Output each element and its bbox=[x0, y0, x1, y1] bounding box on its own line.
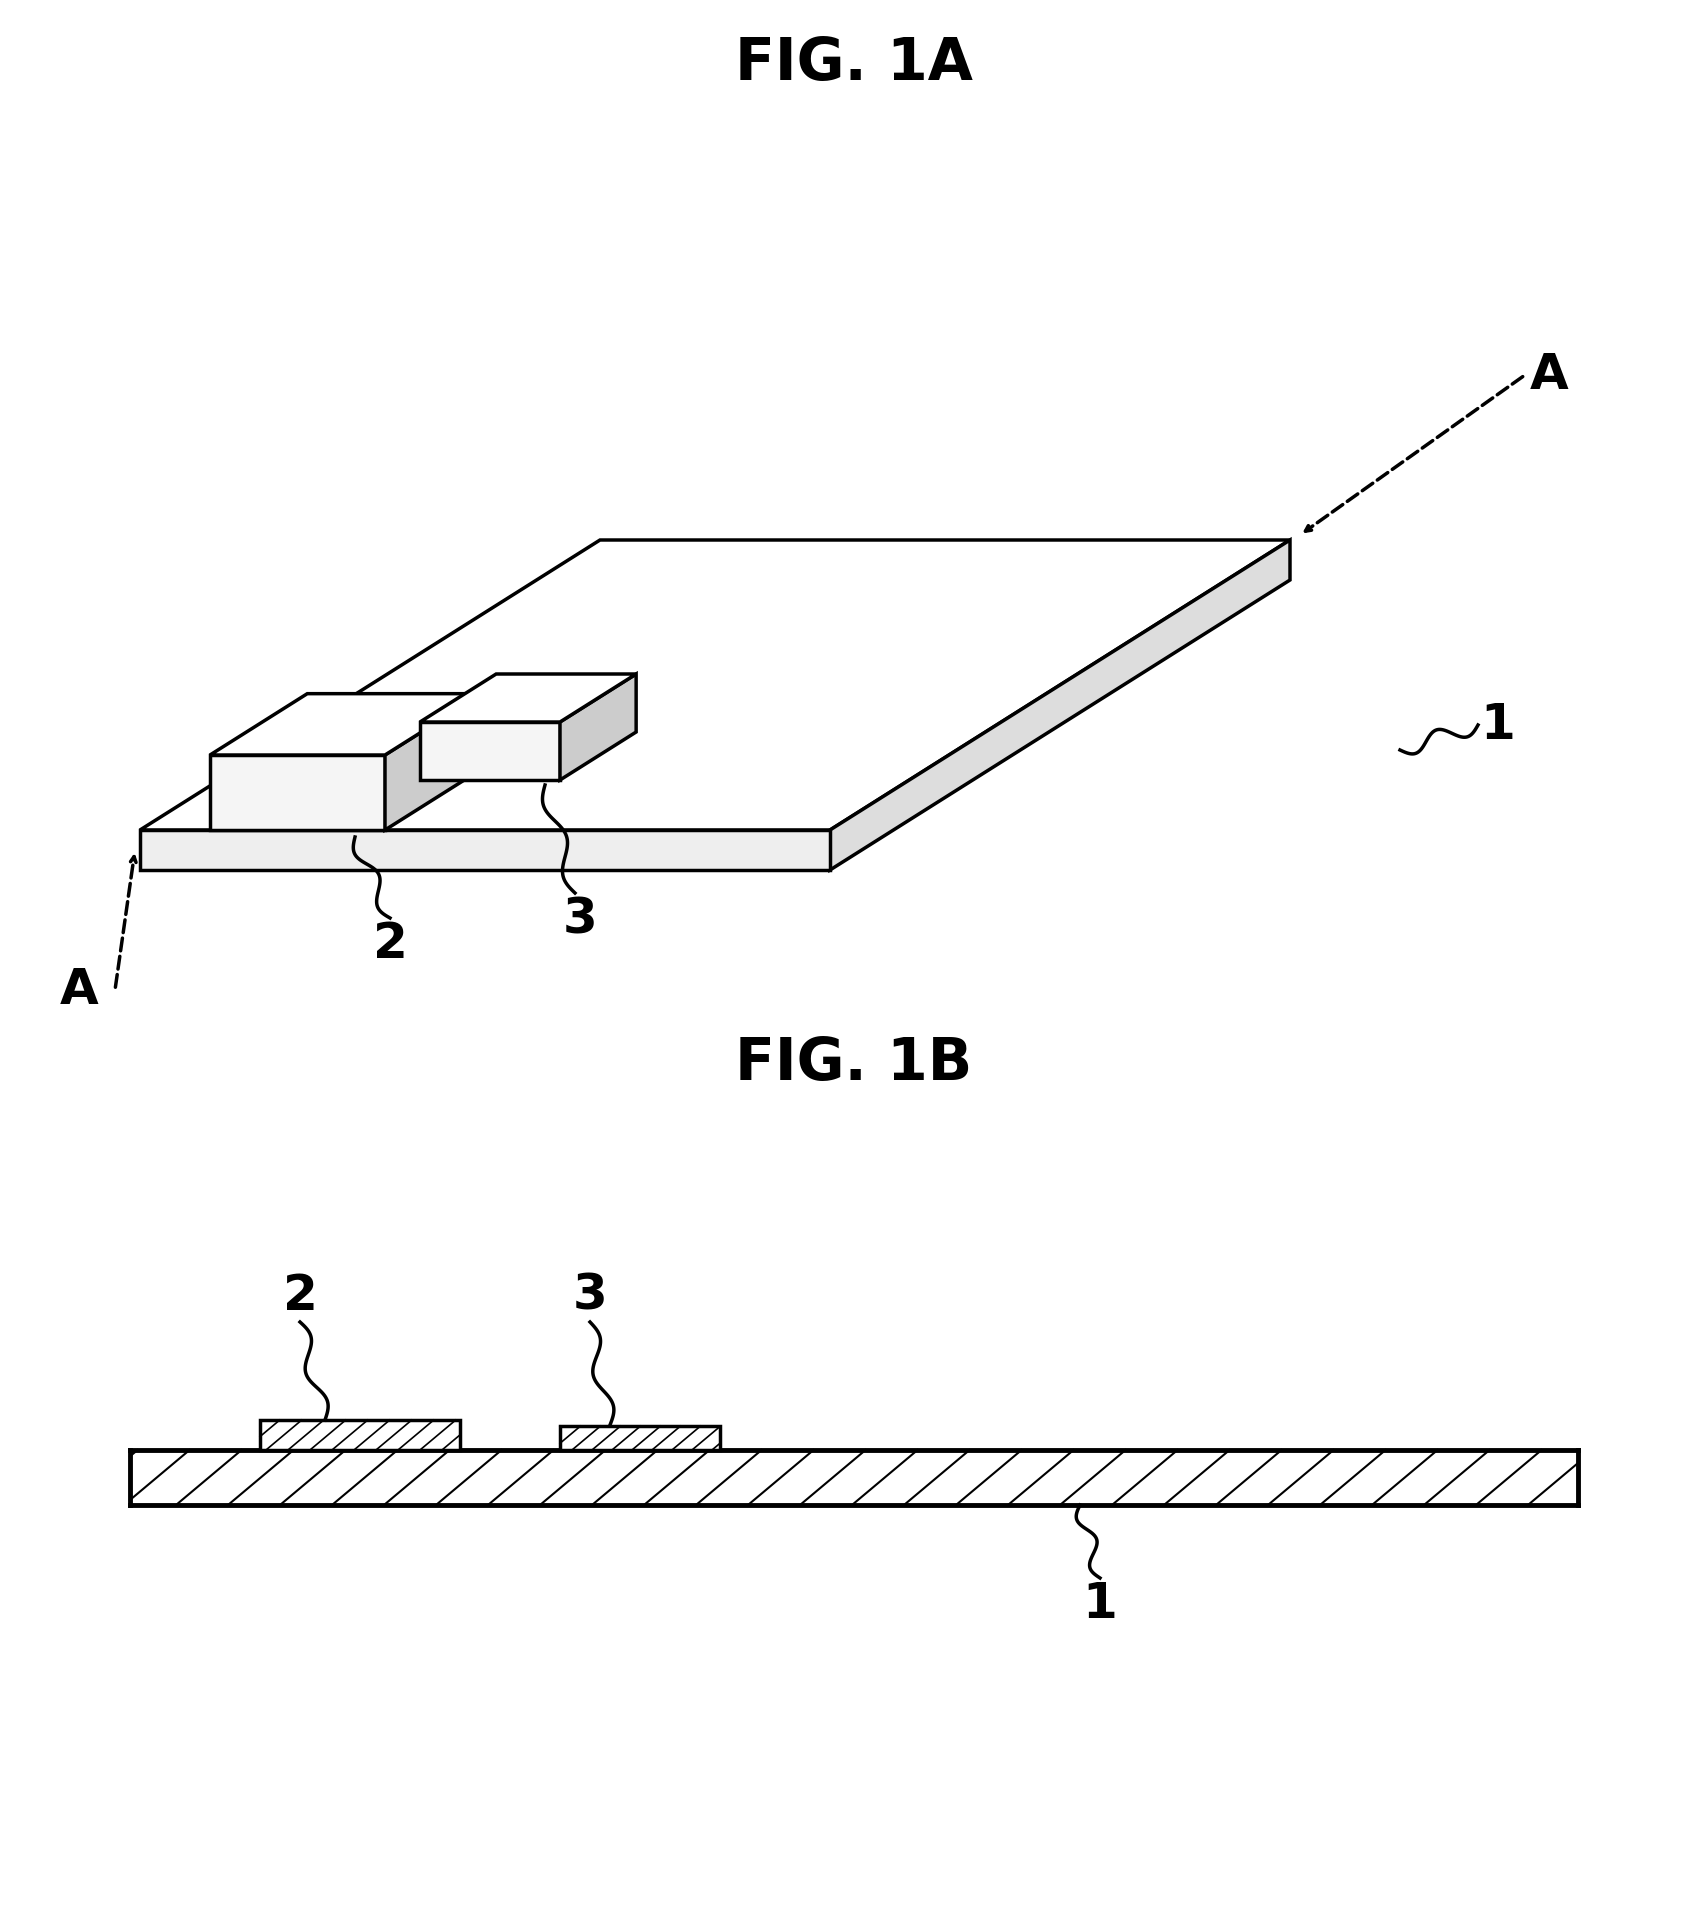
Text: 1: 1 bbox=[1480, 701, 1514, 749]
Text: FIG. 1B: FIG. 1B bbox=[736, 1035, 971, 1092]
Bar bbox=[259, 1421, 459, 1450]
Bar bbox=[560, 1427, 720, 1450]
Text: 3: 3 bbox=[562, 895, 597, 943]
Bar bbox=[560, 1427, 720, 1450]
Text: FIG. 1A: FIG. 1A bbox=[734, 35, 973, 92]
Text: A: A bbox=[60, 966, 99, 1014]
Text: 1: 1 bbox=[1082, 1580, 1116, 1628]
Polygon shape bbox=[830, 540, 1289, 870]
Text: 2: 2 bbox=[282, 1271, 318, 1321]
Polygon shape bbox=[210, 693, 481, 755]
Text: A: A bbox=[1529, 351, 1567, 399]
Text: 2: 2 bbox=[372, 920, 408, 968]
Polygon shape bbox=[210, 755, 384, 829]
Text: 3: 3 bbox=[572, 1271, 608, 1321]
Polygon shape bbox=[420, 674, 635, 722]
Polygon shape bbox=[140, 540, 1289, 829]
Polygon shape bbox=[384, 693, 481, 829]
Bar bbox=[259, 1421, 459, 1450]
Polygon shape bbox=[140, 829, 830, 870]
Polygon shape bbox=[420, 722, 560, 780]
Polygon shape bbox=[560, 674, 635, 780]
Bar bbox=[130, 1450, 1577, 1505]
